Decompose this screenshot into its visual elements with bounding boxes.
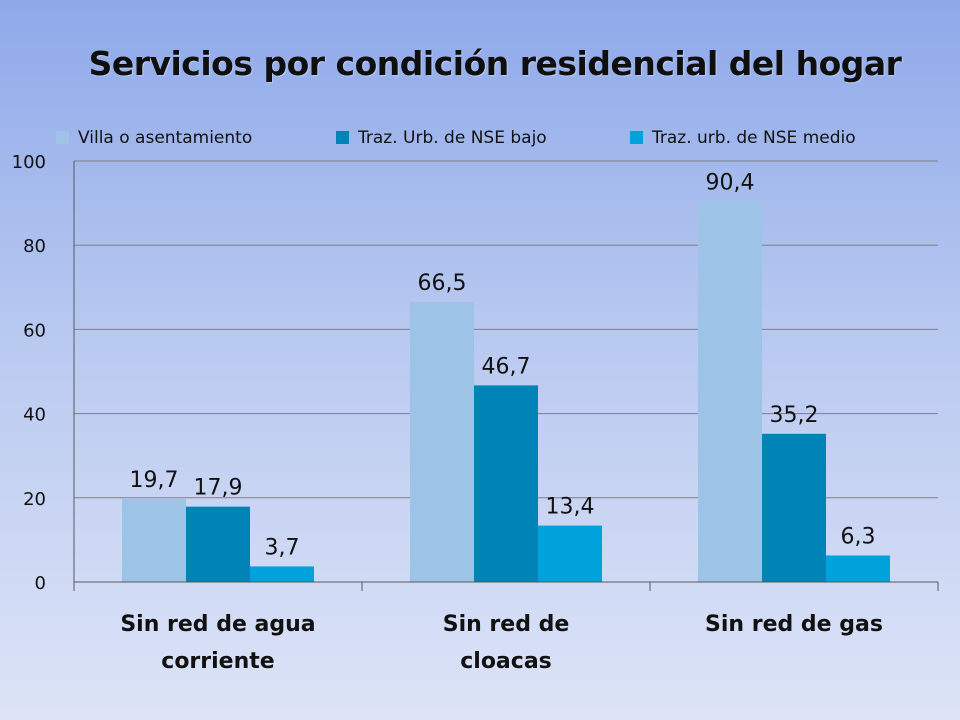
chart-legend: Villa o asentamiento Traz. Urb. de NSE b… xyxy=(0,128,960,150)
y-tick-label: 100 xyxy=(12,152,46,173)
y-tick-label: 0 xyxy=(35,573,46,594)
data-label: 3,7 xyxy=(265,535,300,560)
legend-item-villa: Villa o asentamiento xyxy=(56,128,252,148)
legend-label-nse-medio: Traz. urb. de NSE medio xyxy=(652,128,856,148)
data-label: 6,3 xyxy=(841,524,876,549)
legend-swatch-nse-medio xyxy=(630,131,643,144)
bar xyxy=(762,433,826,582)
legend-swatch-villa xyxy=(56,131,69,144)
data-label: 17,9 xyxy=(194,476,243,501)
labels: 0 20 40 60 80 100 19,7 17,9 3,7 66,5 46,7 13,4 90,4 3… xyxy=(12,152,883,674)
chart-title: Servicios por condición residencial del … xyxy=(88,44,902,83)
data-label: 35,2 xyxy=(770,403,819,428)
legend-item-nse-medio: Traz. urb. de NSE medio xyxy=(630,128,856,148)
bar xyxy=(826,555,890,582)
bar xyxy=(250,566,314,582)
x-category-label-line: Sin red de xyxy=(443,612,570,637)
x-category-label-line: Sin red de gas xyxy=(705,612,883,637)
legend-item-nse-bajo: Traz. Urb. de NSE bajo xyxy=(336,128,547,148)
data-label: 13,4 xyxy=(546,495,595,520)
x-category-label-line: cloacas xyxy=(460,649,552,674)
legend-swatch-nse-bajo xyxy=(336,131,349,144)
x-category-label-line: Sin red de agua xyxy=(120,612,315,637)
y-tick-label: 80 xyxy=(23,236,46,257)
legend-label-nse-bajo: Traz. Urb. de NSE bajo xyxy=(358,128,547,148)
data-label: 19,7 xyxy=(130,468,179,493)
data-label: 46,7 xyxy=(482,354,531,379)
bar xyxy=(122,499,186,582)
x-category-label: Sin red de gas xyxy=(705,612,883,637)
bars xyxy=(122,201,890,582)
x-category-label: Sin red de cloacas xyxy=(443,612,570,674)
axes xyxy=(73,161,939,591)
bar xyxy=(698,201,762,582)
data-label: 66,5 xyxy=(418,271,467,296)
x-category-label: Sin red de agua corriente xyxy=(120,612,315,674)
legend-label-villa: Villa o asentamiento xyxy=(78,128,253,148)
bar xyxy=(186,506,250,582)
x-category-label-line: corriente xyxy=(161,649,274,674)
data-label: 90,4 xyxy=(706,170,755,195)
y-tick-label: 60 xyxy=(23,320,46,341)
y-tick-label: 40 xyxy=(23,405,46,426)
bar xyxy=(538,525,602,582)
bar xyxy=(474,385,538,582)
y-tick-label: 20 xyxy=(23,489,46,510)
bar xyxy=(410,302,474,582)
